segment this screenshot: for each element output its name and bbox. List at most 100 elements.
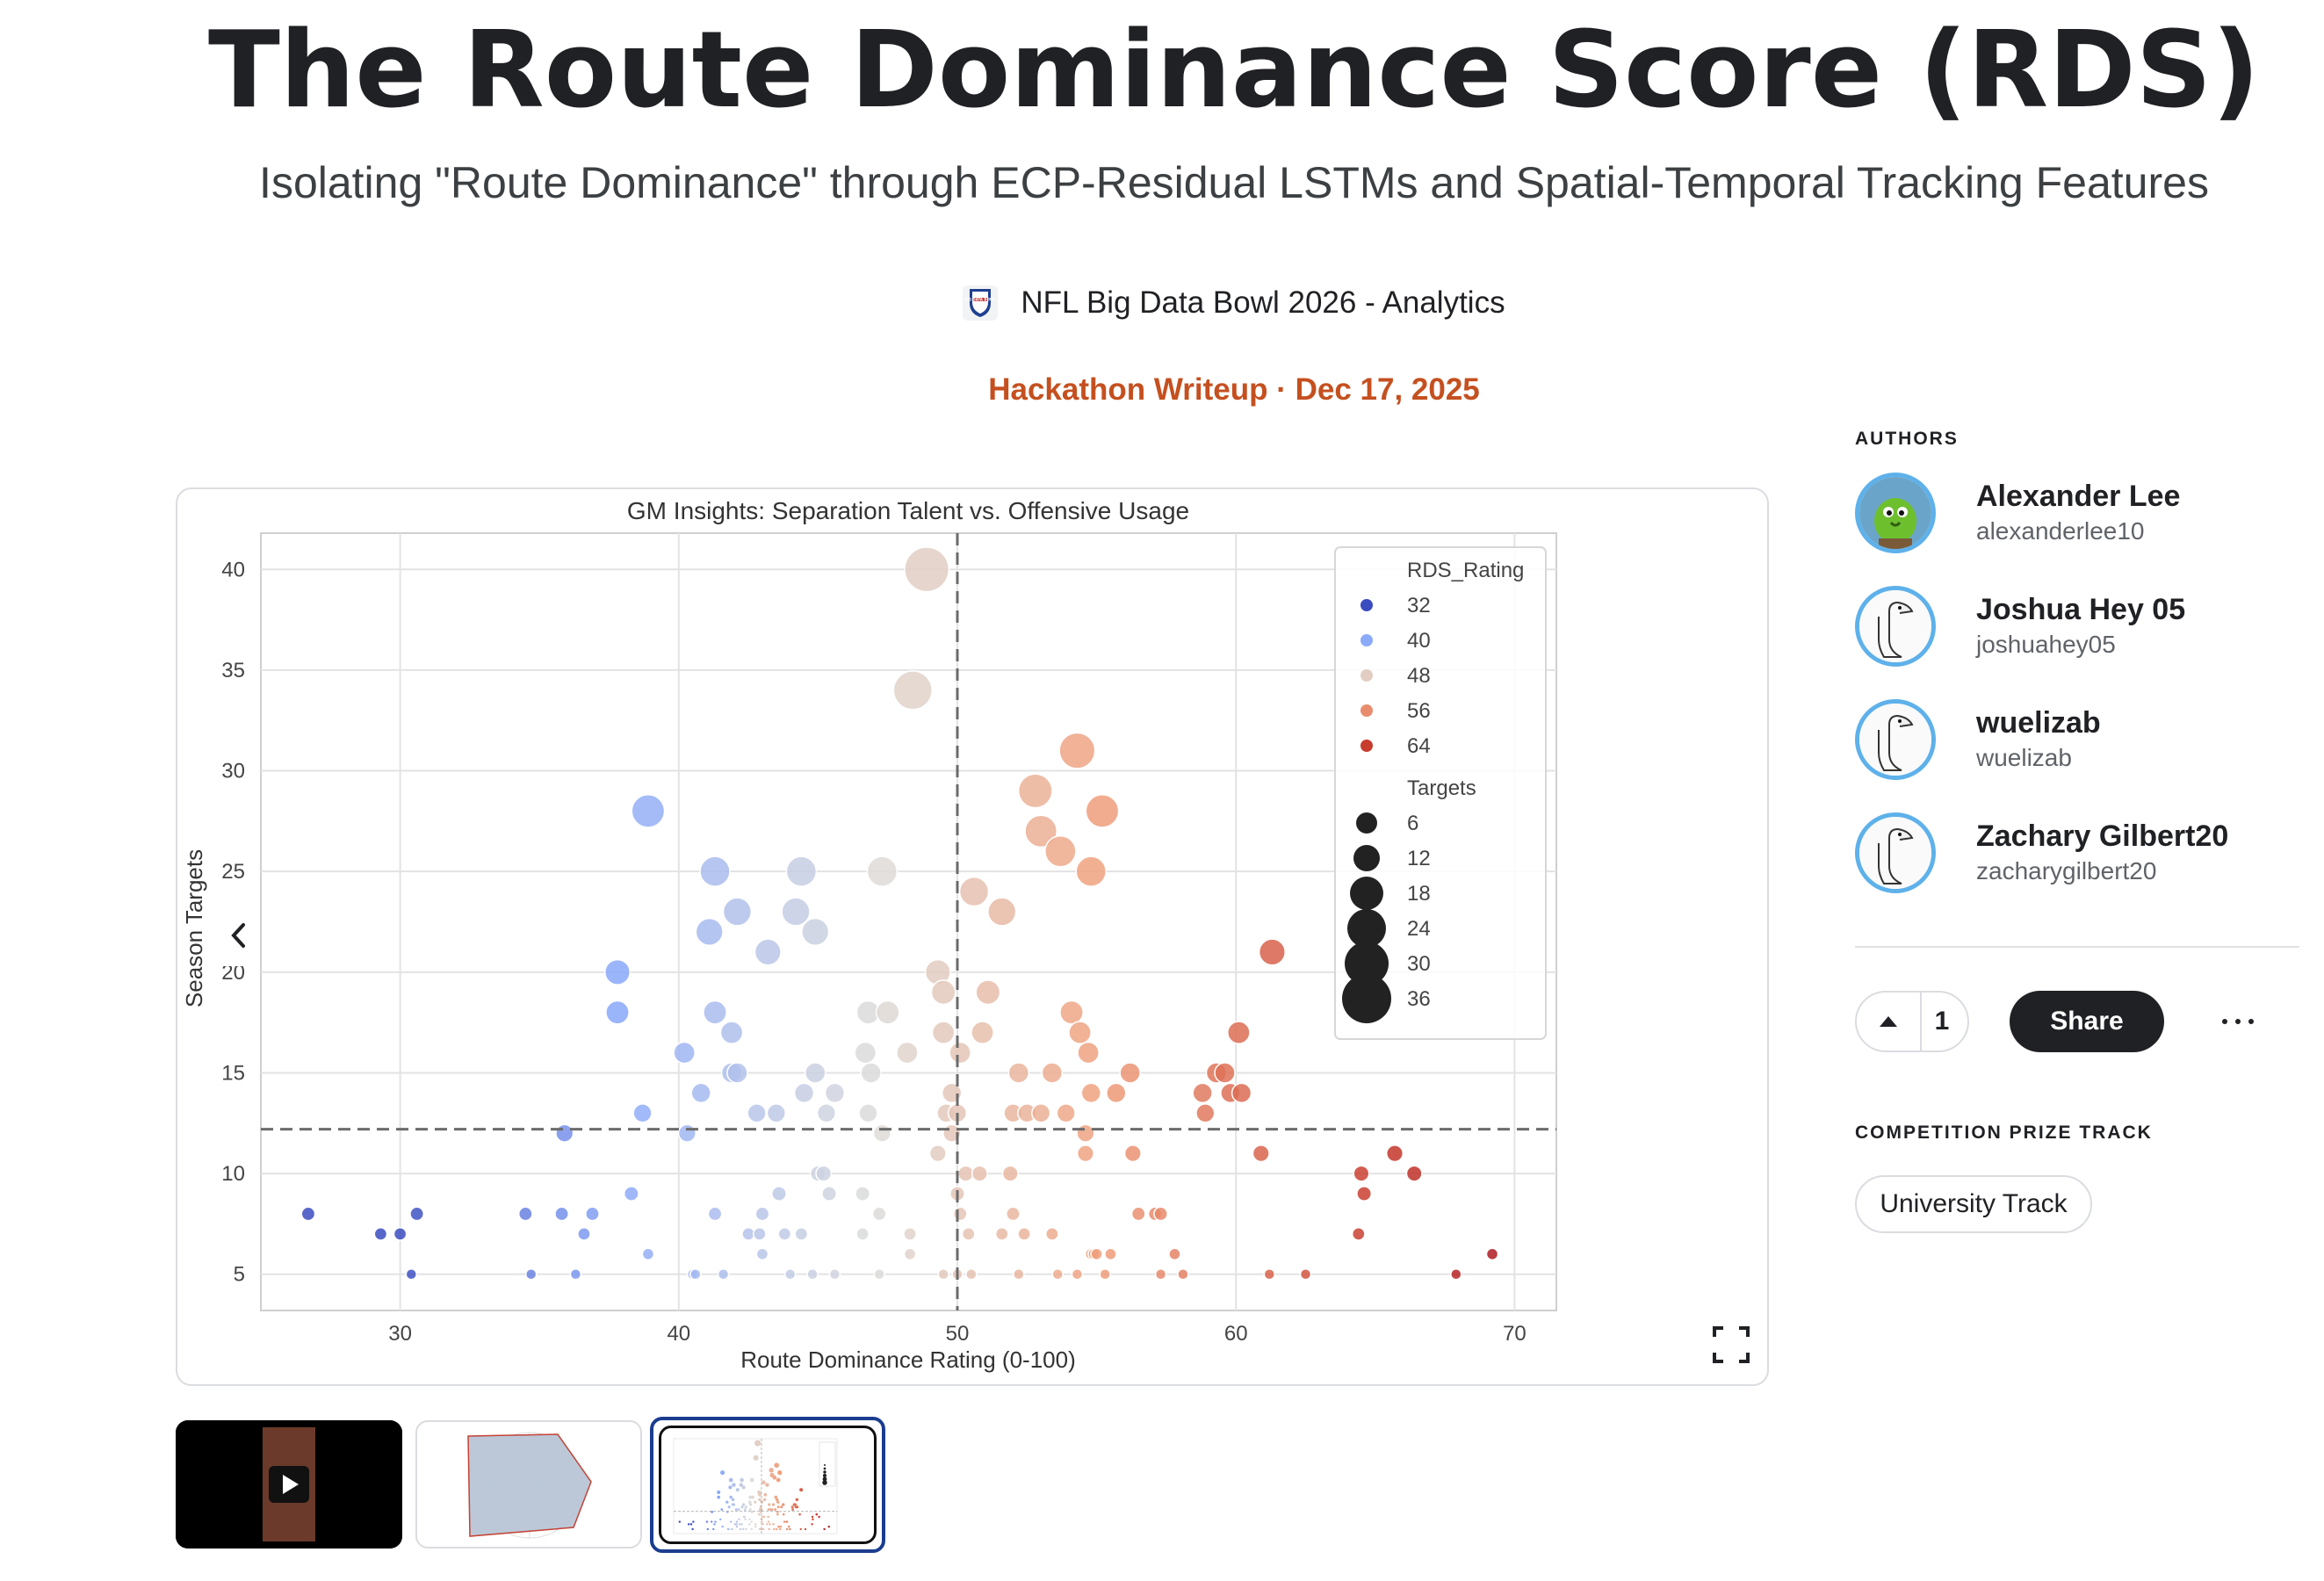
y-tick-label: 5 [234, 1263, 245, 1287]
data-point [1252, 1144, 1270, 1163]
share-button[interactable]: Share [2010, 991, 2164, 1052]
legend-color-label: 64 [1407, 734, 1431, 758]
thumbnail-video[interactable] [176, 1420, 402, 1549]
thumb-data-point [719, 1518, 722, 1520]
thumb-data-point [788, 1525, 790, 1528]
thumb-data-point [757, 1512, 761, 1516]
thumb-data-point [776, 1527, 778, 1531]
thumb-legend-swatch [823, 1470, 826, 1474]
legend-size-label: 6 [1407, 812, 1418, 835]
prize-track-chip[interactable]: University Track [1855, 1175, 2092, 1233]
thumbnail-scatter-chart[interactable] [650, 1417, 885, 1553]
author-name[interactable]: wuelizab [1976, 706, 2101, 740]
data-point [1024, 814, 1058, 848]
author-item[interactable]: Alexander Lee alexanderlee10 [1855, 473, 2294, 560]
data-point [703, 1000, 727, 1025]
data-point [928, 1144, 947, 1163]
x-tick-label: 30 [388, 1322, 412, 1346]
data-point [815, 1165, 833, 1182]
vote-count: 1 [1934, 1007, 1950, 1036]
data-point [569, 1267, 582, 1281]
data-point [604, 958, 632, 985]
data-point [931, 1021, 956, 1044]
thumb-data-point [779, 1525, 783, 1528]
thumb-data-point [692, 1520, 695, 1523]
thumb-data-point [767, 1520, 770, 1523]
thumb-data-point [798, 1512, 801, 1516]
thumb-data-point [738, 1518, 740, 1520]
carousel-prev-button[interactable] [218, 905, 260, 966]
thumb-data-point [720, 1508, 724, 1512]
data-point [793, 1082, 815, 1104]
data-point [1007, 1062, 1030, 1084]
data-point [1353, 1165, 1370, 1182]
thumb-data-point [706, 1527, 709, 1531]
data-point [971, 1165, 988, 1182]
data-point [719, 1021, 744, 1044]
data-point [1385, 1144, 1404, 1163]
author-item[interactable]: wuelizab wuelizab [1855, 699, 2294, 787]
legend-size-label: 30 [1407, 952, 1431, 976]
competition-name[interactable]: NFL Big Data Bowl 2026 - Analytics [1021, 285, 1505, 320]
data-point [783, 1267, 797, 1281]
data-point [949, 1041, 971, 1065]
data-point [937, 1267, 949, 1281]
author-name[interactable]: Alexander Lee [1976, 480, 2181, 513]
thumbnail-radar-chart[interactable] [415, 1420, 642, 1549]
thumb-data-point [739, 1523, 741, 1526]
thumb-data-point [776, 1512, 779, 1516]
thumb-data-point [771, 1503, 776, 1506]
competition-logo-text: BIG DATA BOWL [965, 298, 997, 302]
author-name[interactable]: Zachary Gilbert20 [1976, 819, 2229, 853]
thumb-data-point [748, 1523, 751, 1526]
avatar [1855, 473, 1936, 553]
thumb-data-point [744, 1505, 747, 1509]
thumb-data-point [745, 1527, 747, 1531]
data-point [824, 1082, 846, 1104]
author-item[interactable]: Joshua Hey 05 joshuahey05 [1855, 586, 2294, 674]
fullscreen-icon[interactable] [1709, 1323, 1753, 1367]
data-point [1017, 1227, 1031, 1241]
data-point [987, 897, 1017, 927]
thumb-data-point [725, 1510, 729, 1513]
data-point [1071, 1267, 1084, 1281]
more-horizontal-icon[interactable] [2222, 1008, 2254, 1035]
authors-label: AUTHORS [1855, 429, 1959, 449]
upvote-button[interactable] [1857, 993, 1922, 1050]
thumb-data-point [717, 1495, 721, 1499]
data-point [930, 979, 956, 1006]
data-point [1351, 1227, 1366, 1241]
thumb-data-point [749, 1477, 754, 1483]
data-point [1195, 1103, 1216, 1123]
page-title: The Route Dominance Score (RDS) [207, 10, 2261, 132]
thumb-legend-swatch [822, 1473, 827, 1478]
author-item[interactable]: Zachary Gilbert20 zacharygilbert20 [1855, 812, 2294, 900]
data-point [747, 1103, 767, 1123]
thumb-data-point [731, 1498, 735, 1502]
thumb-data-point [775, 1498, 779, 1502]
thumb-data-point [761, 1480, 766, 1485]
thumb-data-point [689, 1523, 693, 1526]
data-point [1119, 1062, 1141, 1084]
legend-color-swatch [1360, 704, 1373, 717]
competition-link[interactable]: BIG DATA BOWL NFL Big Data Bowl 2026 - A… [0, 285, 2324, 321]
thumb-data-point [769, 1508, 772, 1512]
author-handle: joshuahey05 [1976, 631, 2116, 658]
thumb-data-point [767, 1515, 769, 1519]
avatar-goose-icon [1859, 704, 1931, 776]
thumb-data-point [782, 1512, 785, 1516]
play-icon [283, 1475, 299, 1494]
data-point [1076, 1144, 1094, 1163]
thumb-data-point [678, 1520, 681, 1523]
thumb-data-point [786, 1520, 789, 1523]
thumb-data-point [728, 1477, 733, 1483]
data-point [524, 1267, 538, 1281]
legend-size-label: 18 [1407, 882, 1431, 906]
author-name[interactable]: Joshua Hey 05 [1976, 593, 2186, 626]
x-tick-label: 60 [1224, 1322, 1248, 1346]
data-point [300, 1206, 316, 1222]
thumb-data-point [761, 1515, 764, 1519]
data-point [673, 1041, 696, 1065]
sidebar-divider [1855, 946, 2299, 948]
thumb-data-point [740, 1477, 744, 1483]
